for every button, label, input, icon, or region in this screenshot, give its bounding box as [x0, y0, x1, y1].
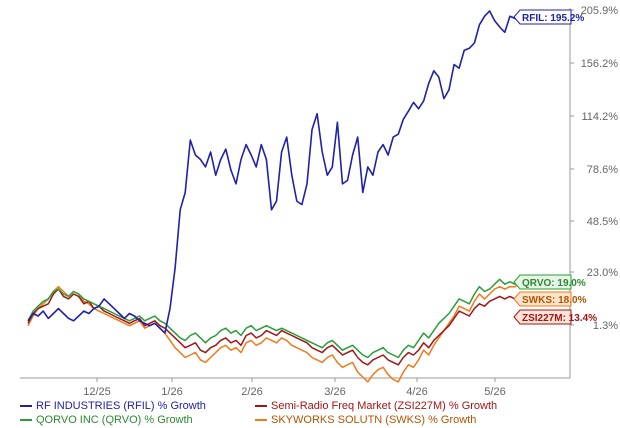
legend-item-rfil: RF INDUSTRIES (RFIL) % Growth [20, 400, 206, 412]
series-lines [27, 10, 521, 383]
y-tick-label: 48.5% [587, 216, 618, 228]
legend-item-zsi227m: Semi-Radio Freq Market (ZSI227M) % Growt… [255, 400, 497, 412]
series-line-qrvo [27, 278, 521, 359]
x-tick-label: 3/26 [324, 386, 345, 398]
x-tick-label: 1/26 [161, 386, 182, 398]
x-tick-label: 12/25 [83, 386, 111, 398]
legend-label-zsi227m: Semi-Radio Freq Market (ZSI227M) % Growt… [271, 400, 498, 412]
legend-swatch-qrvo [20, 419, 32, 421]
y-axis-ticks: 205.9% 156.2% 114.2% 78.6% 48.5% 23.0% 1.3% [570, 5, 618, 332]
legend-item-qrvo: QORVO INC (QRVO) % Growth [20, 414, 193, 426]
legend-swatch-rfil [20, 405, 32, 407]
legend-swatch-zsi227m [255, 405, 267, 407]
series-line-rfil [27, 10, 521, 334]
end-label-text-rfil: RFIL: 195.2% [522, 13, 584, 24]
series-line-zsi227m [27, 288, 521, 366]
y-tick-label: 156.2% [581, 58, 619, 70]
end-label-box-swks [513, 291, 572, 307]
y-tick-label: 1.3% [593, 320, 618, 332]
x-tick-label: 4/26 [406, 386, 427, 398]
legend-label-qrvo: QORVO INC (QRVO) % Growth [36, 414, 193, 426]
end-label-box-rfil [513, 9, 572, 25]
end-label-text-swks: SWKS: 18.0% [522, 295, 587, 306]
series-line-swks [27, 283, 521, 383]
end-label-box-qrvo [513, 274, 572, 290]
y-tick-label: 114.2% [582, 111, 619, 123]
x-axis-ticks: 12/25 1/26 2/26 3/26 4/26 5/26 [83, 378, 506, 398]
end-value-labels: RFIL: 195.2% QRVO: 19.0% SWKS: 18.0% ZSI227… [513, 9, 597, 325]
legend-label-swks: SKYWORKS SOLUTN (SWKS) % Growth [271, 414, 477, 426]
legend-label-rfil: RF INDUSTRIES (RFIL) % Growth [36, 400, 206, 412]
x-tick-label: 5/26 [484, 386, 505, 398]
legend-item-swks: SKYWORKS SOLUTN (SWKS) % Growth [255, 414, 476, 426]
end-label-text-qrvo: QRVO: 19.0% [522, 278, 586, 289]
y-tick-label: 78.6% [587, 164, 618, 176]
end-label-box-zsi227m [513, 309, 572, 325]
legend: RF INDUSTRIES (RFIL) % Growth Semi-Radio… [20, 400, 580, 428]
y-tick-label: 23.0% [587, 267, 618, 279]
end-label-text-zsi227m: ZSI227M: 13.4% [522, 313, 597, 324]
x-tick-label: 2/26 [241, 386, 262, 398]
legend-swatch-swks [255, 419, 267, 421]
y-tick-label: 205.9% [581, 5, 619, 17]
